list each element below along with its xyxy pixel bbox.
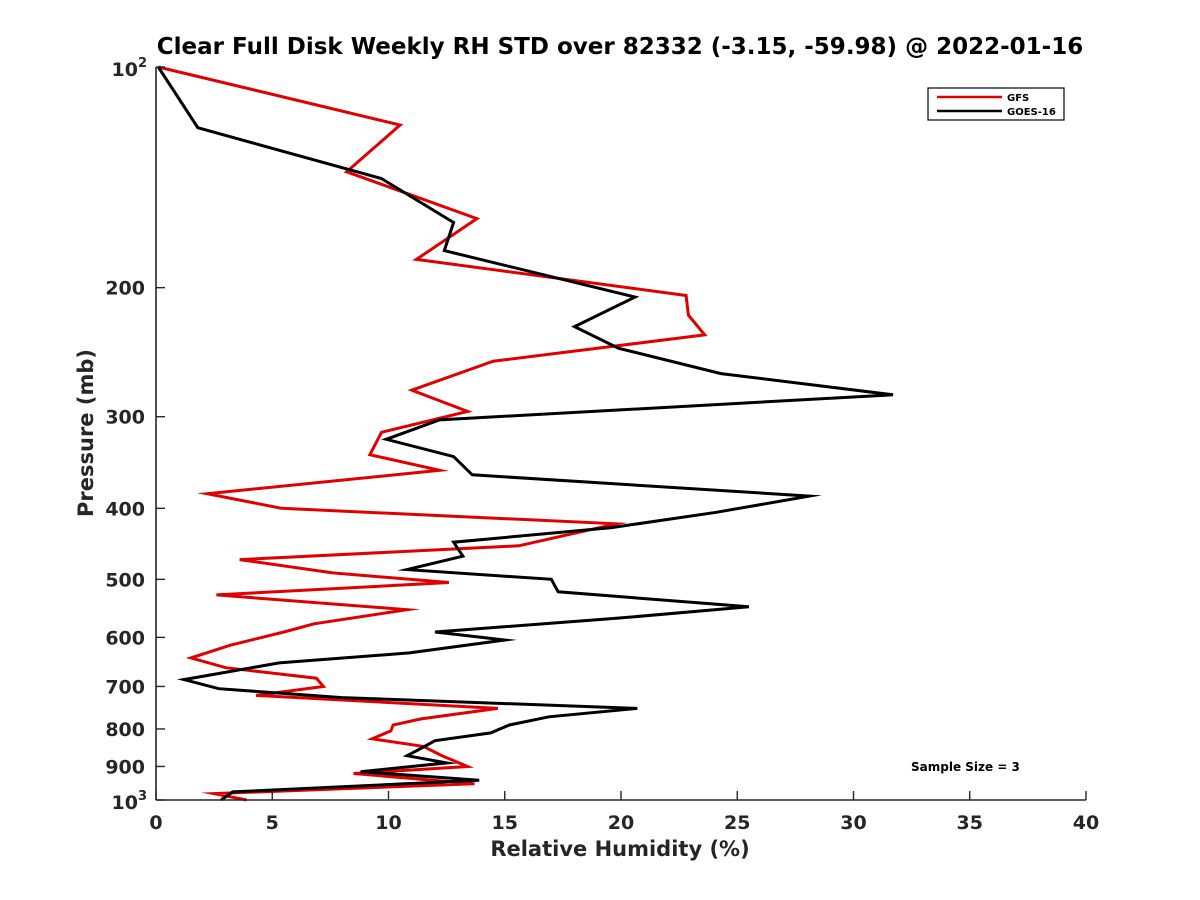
x-axis-label: Relative Humidity (%) — [490, 837, 749, 861]
y-tick-label: 300 — [105, 407, 145, 429]
y-tick-label: 600 — [105, 627, 145, 649]
x-tick-label: 40 — [1073, 812, 1099, 834]
x-tick-label: 10 — [375, 812, 401, 834]
plot-area: 0 5 10 15 20 25 30 35 40 102 200 300 400 500 600 700 800… — [105, 56, 1099, 834]
x-tick-label: 25 — [724, 812, 750, 834]
y-tick-label: 800 — [105, 719, 145, 741]
y-tick-label: 700 — [105, 676, 145, 698]
series-line-gfs — [157, 65, 708, 802]
series-line-goes16 — [157, 66, 894, 802]
y-tick-label: 103 — [112, 789, 148, 814]
y-tick-label: 200 — [105, 278, 145, 300]
chart-title: Clear Full Disk Weekly RH STD over 82332… — [157, 34, 1083, 60]
legend-box — [927, 87, 1065, 121]
legend: GFS GOES-16 — [927, 87, 1065, 121]
x-tick-label: 20 — [608, 812, 634, 834]
y-tick-label: 400 — [105, 498, 145, 520]
y-tick-label: 102 — [112, 56, 148, 81]
x-tick-label: 15 — [492, 812, 518, 834]
x-tick-label: 35 — [957, 812, 983, 834]
y-tick-label: 900 — [105, 756, 145, 778]
y-axis-label: Pressure (mb) — [74, 349, 98, 517]
legend-label-gfs: GFS — [1007, 93, 1029, 104]
y-tick-label: 500 — [105, 569, 145, 591]
series-layer — [157, 65, 894, 802]
x-tick-label: 5 — [266, 812, 279, 834]
sample-size-annotation: Sample Size = 3 — [911, 760, 1020, 774]
legend-label-goes16: GOES-16 — [1007, 107, 1056, 118]
x-tick-label: 0 — [149, 812, 162, 834]
x-tick-label: 30 — [840, 812, 866, 834]
axes-layer: 0 5 10 15 20 25 30 35 40 102 200 300 400 500 600 700 800… — [105, 56, 1099, 834]
